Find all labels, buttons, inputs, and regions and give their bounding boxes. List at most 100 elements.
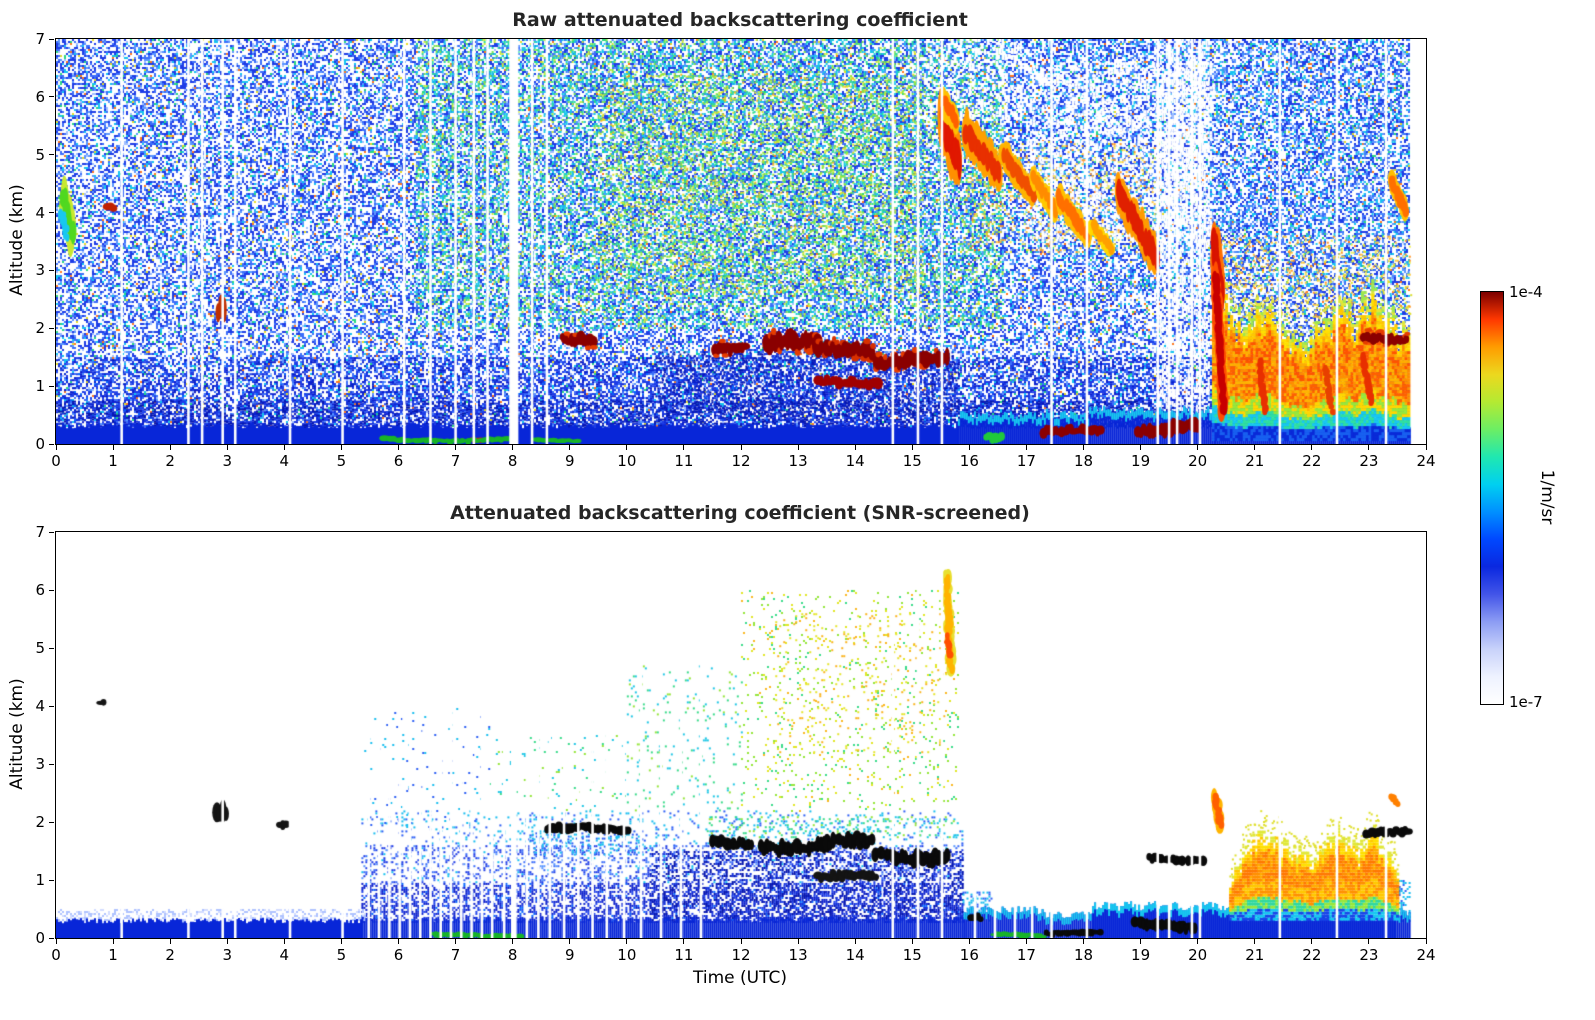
x-tick-mark bbox=[1425, 939, 1427, 944]
x-tick-mark bbox=[226, 445, 228, 450]
y-tick-mark bbox=[49, 589, 54, 591]
x-tick-mark bbox=[683, 939, 685, 944]
x-tick-label: 11 bbox=[674, 946, 694, 964]
y-tick-mark bbox=[49, 385, 54, 387]
x-tick-mark bbox=[1083, 445, 1084, 450]
x-tick-label: 4 bbox=[279, 946, 290, 964]
x-tick-mark bbox=[1425, 445, 1427, 450]
y-tick-label: 0 bbox=[35, 929, 45, 947]
y-tick-mark bbox=[49, 763, 54, 765]
x-tick-mark bbox=[283, 939, 285, 944]
x-tick-label: 18 bbox=[1073, 946, 1094, 964]
x-tick-mark bbox=[911, 939, 913, 944]
x-tick-label: 1 bbox=[108, 946, 118, 964]
x-tick-label: 23 bbox=[1359, 946, 1379, 964]
x-tick-label: 2 bbox=[165, 452, 175, 470]
y-tick-label: 2 bbox=[35, 319, 45, 338]
x-tick-label: 21 bbox=[1245, 452, 1265, 470]
x-tick-label: 10 bbox=[617, 946, 637, 964]
y-tick-mark bbox=[49, 96, 54, 98]
x-tick-label: 13 bbox=[788, 452, 808, 470]
x-tick-mark bbox=[569, 445, 571, 450]
x-tick-label: 2 bbox=[165, 946, 175, 964]
colorbar-max-label: 1e-4 bbox=[1509, 283, 1543, 301]
x-tick-label: 20 bbox=[1188, 452, 1208, 470]
y-tick-mark bbox=[49, 705, 54, 707]
x-tick-mark bbox=[169, 939, 171, 944]
y-tick-label: 6 bbox=[35, 581, 45, 599]
x-tick-label: 21 bbox=[1245, 946, 1265, 964]
x-tick-label: 16 bbox=[959, 452, 979, 470]
y-tick-label: 6 bbox=[35, 87, 45, 106]
x-tick-label: 12 bbox=[731, 452, 751, 470]
y-tick-label: 5 bbox=[35, 639, 45, 657]
x-tick-mark bbox=[112, 445, 114, 450]
x-tick-label: 14 bbox=[845, 946, 865, 964]
x-tick-mark bbox=[340, 939, 342, 944]
x-tick-mark bbox=[55, 445, 57, 450]
x-tick-label: 8 bbox=[507, 946, 518, 964]
y-tick-mark bbox=[49, 821, 54, 823]
y-tick-label: 1 bbox=[35, 377, 45, 396]
x-tick-mark bbox=[512, 445, 514, 450]
x-tick-mark bbox=[1025, 445, 1027, 450]
y-tick-label: 4 bbox=[35, 203, 45, 222]
x-tick-label: 18 bbox=[1073, 452, 1094, 470]
x-tick-mark bbox=[1140, 939, 1142, 944]
y-tick-mark bbox=[49, 327, 54, 329]
x-tick-mark bbox=[1254, 939, 1256, 944]
x-tick-mark bbox=[1254, 445, 1256, 450]
y-tick-label: 2 bbox=[35, 813, 45, 831]
x-tick-label: 0 bbox=[51, 946, 61, 964]
x-tick-mark bbox=[169, 445, 171, 450]
x-tick-label: 15 bbox=[902, 452, 922, 470]
x-tick-label: 3 bbox=[222, 452, 233, 470]
x-tick-label: 1 bbox=[108, 452, 118, 470]
x-tick-mark bbox=[340, 445, 342, 450]
x-tick-label: 15 bbox=[902, 946, 922, 964]
x-tick-label: 3 bbox=[222, 946, 233, 964]
x-tick-mark bbox=[1311, 939, 1313, 944]
x-tick-label: 0 bbox=[51, 452, 61, 470]
x-tick-label: 16 bbox=[959, 946, 979, 964]
y-tick-mark bbox=[49, 38, 54, 40]
x-tick-mark bbox=[626, 939, 628, 944]
x-tick-mark bbox=[740, 939, 742, 944]
bottom-panel-title: Attenuated backscattering coefficient (S… bbox=[450, 502, 1030, 524]
x-tick-mark bbox=[683, 445, 685, 450]
y-tick-mark bbox=[49, 154, 54, 156]
x-tick-mark bbox=[226, 939, 228, 944]
x-tick-mark bbox=[911, 445, 913, 450]
y-tick-mark bbox=[49, 647, 54, 649]
x-tick-mark bbox=[797, 939, 799, 944]
colorbar bbox=[1480, 291, 1504, 705]
y-tick-label: 5 bbox=[35, 145, 45, 164]
x-tick-label: 19 bbox=[1131, 946, 1151, 964]
top-panel-title: Raw attenuated backscattering coefficien… bbox=[512, 9, 968, 31]
y-tick-label: 4 bbox=[35, 697, 45, 715]
x-tick-label: 5 bbox=[336, 946, 347, 964]
x-tick-mark bbox=[455, 939, 457, 944]
x-tick-label: 7 bbox=[450, 946, 461, 964]
y-tick-label: 0 bbox=[35, 435, 45, 453]
y-tick-mark bbox=[49, 443, 54, 445]
x-tick-mark bbox=[398, 445, 399, 450]
x-tick-label: 9 bbox=[564, 452, 575, 470]
raw-backscatter-plot bbox=[55, 38, 1427, 445]
y-tick-mark bbox=[49, 531, 54, 533]
x-tick-label: 14 bbox=[845, 452, 865, 470]
x-tick-label: 22 bbox=[1302, 946, 1322, 964]
x-tick-label: 20 bbox=[1188, 946, 1208, 964]
x-tick-mark bbox=[1140, 445, 1142, 450]
x-tick-mark bbox=[740, 445, 742, 450]
raw-heatmap-canvas bbox=[56, 39, 1426, 444]
x-tick-label: 9 bbox=[564, 946, 575, 964]
x-tick-mark bbox=[569, 939, 571, 944]
x-tick-label: 22 bbox=[1302, 452, 1322, 470]
x-tick-mark bbox=[626, 445, 628, 450]
y-tick-label: 7 bbox=[35, 523, 45, 541]
y-tick-mark bbox=[49, 212, 54, 214]
x-tick-label: 6 bbox=[393, 452, 404, 470]
colorbar-min-label: 1e-7 bbox=[1509, 693, 1543, 711]
x-axis-label: Time (UTC) bbox=[693, 968, 787, 988]
